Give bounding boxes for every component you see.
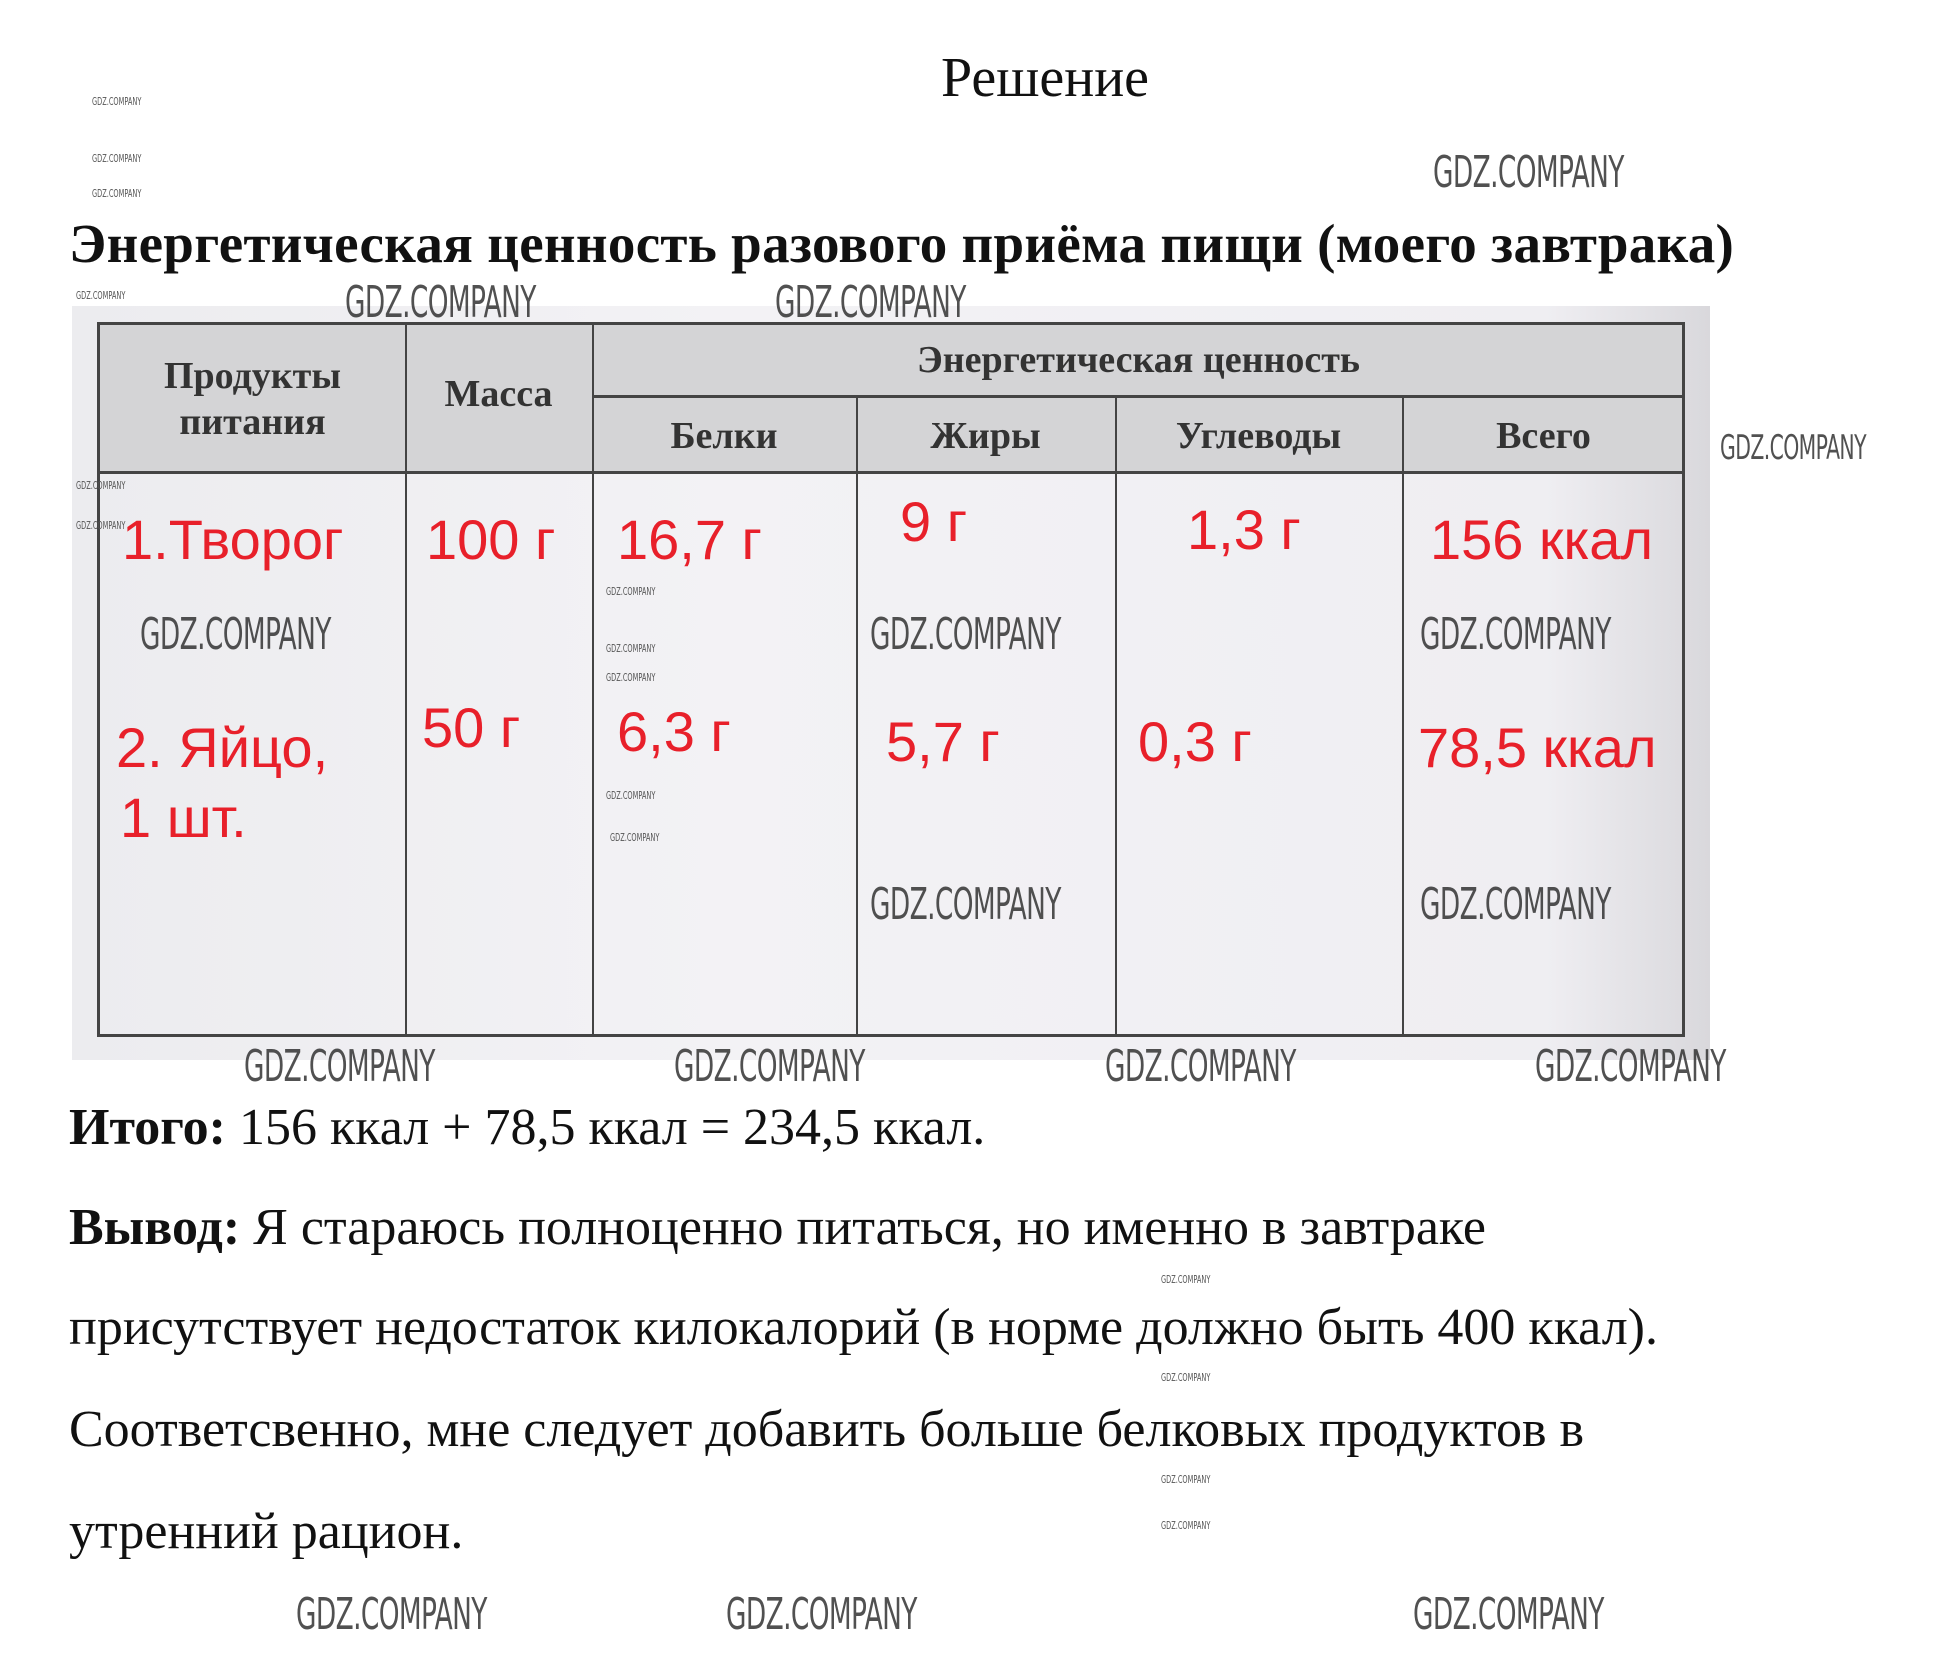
row2-fats: 5,7 г (886, 710, 1000, 773)
watermark-small: GDZ.COMPANY (610, 831, 660, 844)
watermark-small: GDZ.COMPANY (92, 152, 142, 165)
header-fats: Жиры (930, 415, 1041, 457)
watermark-small: GDZ.COMPANY (76, 519, 126, 532)
column-divider (1115, 397, 1117, 1034)
row2-carbs: 0,3 г (1138, 710, 1252, 773)
watermark-small: GDZ.COMPANY (76, 289, 126, 302)
summary-text: 156 ккал + 78,5 ккал = 234,5 ккал. (225, 1099, 986, 1156)
row2-product-qty: 1 шт. (120, 786, 247, 849)
watermark: GDZ.COMPANY (775, 277, 966, 328)
row1-fats: 9 г (900, 490, 968, 553)
watermark-small: GDZ.COMPANY (92, 187, 142, 200)
row1-product: 1.Творог (122, 508, 344, 571)
column-divider (1402, 397, 1404, 1034)
header-carbs: Углеводы (1175, 415, 1342, 457)
row2-mass: 50 г (422, 696, 521, 759)
watermark-small: GDZ.COMPANY (1161, 1473, 1211, 1486)
watermark: GDZ.COMPANY (870, 879, 1061, 930)
watermark-small: GDZ.COMPANY (606, 585, 656, 598)
header-mass: Масса (444, 373, 553, 415)
watermark: GDZ.COMPANY (870, 609, 1061, 660)
header-energy: Энергетическая ценность (916, 339, 1361, 381)
watermark: GDZ.COMPANY (1413, 1589, 1604, 1640)
conclusion-line-1: Вывод: Я стараюсь полноценно питаться, н… (69, 1198, 1486, 1258)
watermark-small: GDZ.COMPANY (606, 789, 656, 802)
row2-product: 2. Яйцо, (116, 716, 329, 779)
row1-mass: 100 г (426, 508, 556, 571)
watermark: GDZ.COMPANY (674, 1041, 865, 1092)
watermark-small: GDZ.COMPANY (76, 479, 126, 492)
conclusion-text-1: Я стараюсь полноценно питаться, но именн… (240, 1199, 1486, 1256)
conclusion-line-2: присутствует недостаток килокалорий (в н… (69, 1299, 1658, 1356)
watermark-small: GDZ.COMPANY (92, 95, 142, 108)
watermark-small: GDZ.COMPANY (1161, 1371, 1211, 1384)
conclusion-line-4: утренний рацион. (69, 1503, 464, 1560)
nutrition-table: Продукты питания Масса Энергетическая це… (97, 322, 1685, 1037)
page-title: Решение (940, 47, 1150, 109)
watermark: GDZ.COMPANY (1535, 1041, 1726, 1092)
column-divider (592, 325, 594, 1034)
header-total: Всего (1496, 415, 1591, 457)
watermark: GDZ.COMPANY (140, 609, 331, 660)
watermark: GDZ.COMPANY (296, 1589, 487, 1640)
watermark: GDZ.COMPANY (1433, 147, 1624, 198)
conclusion-label: Вывод: (69, 1199, 241, 1256)
column-divider (405, 325, 407, 1034)
watermark: GDZ.COMPANY (1105, 1041, 1296, 1092)
watermark: GDZ.COMPANY (244, 1041, 435, 1092)
row-divider (592, 395, 1682, 398)
row1-total: 156 ккал (1430, 508, 1654, 571)
table-header-background (100, 325, 1682, 473)
conclusion-line-3: Соответсвенно, мне следует добавить боль… (69, 1401, 1585, 1458)
summary-label: Итого: (69, 1099, 226, 1156)
watermark-small: GDZ.COMPANY (1161, 1519, 1211, 1532)
watermark: GDZ.COMPANY (1720, 428, 1867, 468)
watermark: GDZ.COMPANY (1420, 609, 1611, 660)
section-heading: Энергетическая ценность разового приёма … (69, 213, 1735, 274)
header-proteins: Белки (670, 415, 778, 457)
header-products: Продукты питания (163, 355, 342, 443)
row1-proteins: 16,7 г (617, 508, 762, 571)
watermark-small: GDZ.COMPANY (606, 642, 656, 655)
row2-total: 78,5 ккал (1418, 716, 1657, 779)
watermark: GDZ.COMPANY (726, 1589, 917, 1640)
row2-proteins: 6,3 г (617, 700, 731, 763)
watermark-small: GDZ.COMPANY (606, 671, 656, 684)
watermark: GDZ.COMPANY (1420, 879, 1611, 930)
row-divider (100, 471, 1682, 474)
row1-carbs: 1,3 г (1187, 498, 1301, 561)
summary-line: Итого: 156 ккал + 78,5 ккал = 234,5 ккал… (69, 1098, 985, 1158)
watermark-small: GDZ.COMPANY (1161, 1273, 1211, 1286)
watermark: GDZ.COMPANY (345, 277, 536, 328)
column-divider (856, 397, 858, 1034)
